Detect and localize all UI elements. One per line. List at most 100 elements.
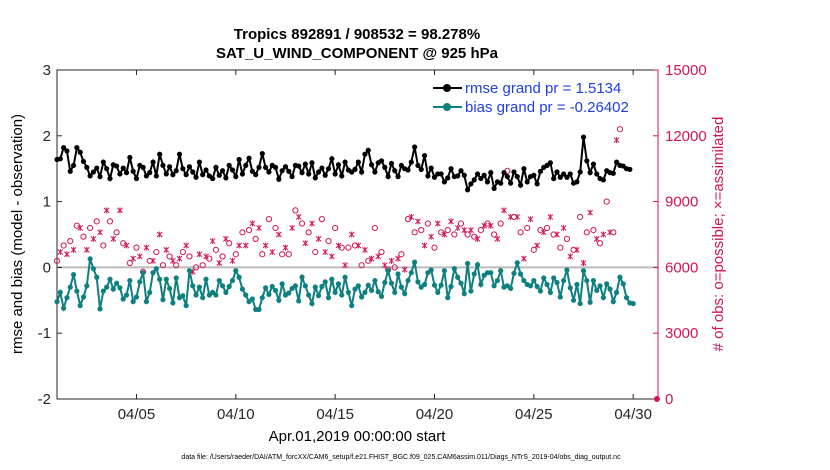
- obs-possible-marker: [265, 216, 273, 223]
- bias-point: [61, 305, 67, 311]
- rmse-point: [160, 162, 166, 169]
- rmse-point: [567, 171, 573, 177]
- obs-assimilated-marker: [567, 253, 574, 260]
- rmse-point: [547, 160, 553, 166]
- bias-point: [590, 277, 597, 284]
- obs-assimilated-marker: [388, 257, 395, 264]
- bias-point: [455, 274, 461, 280]
- bias-point: [97, 306, 103, 312]
- bias-point: [372, 277, 378, 284]
- bias-point: [107, 276, 113, 282]
- bias-point: [600, 295, 606, 301]
- rmse-point: [580, 134, 587, 140]
- y-right-tick-label: 0: [665, 391, 673, 408]
- bias-point: [438, 282, 444, 288]
- rmse-point: [587, 170, 593, 176]
- rmse-point: [362, 151, 368, 157]
- rmse-point: [272, 164, 279, 170]
- obs-assimilated-marker: [574, 246, 580, 253]
- y-right-tick-label: 3000: [665, 325, 698, 342]
- bias-point: [286, 290, 292, 296]
- bias-point: [441, 268, 448, 274]
- rmse-point: [405, 167, 411, 173]
- rmse-point: [342, 159, 348, 165]
- bias-point: [345, 289, 351, 296]
- rmse-point: [339, 173, 345, 179]
- bias-point: [488, 270, 494, 276]
- bias-point: [183, 302, 189, 309]
- obs-assimilated-marker: [203, 253, 209, 260]
- rmse-point: [249, 168, 255, 174]
- rmse-point: [186, 164, 193, 170]
- bias-point: [312, 284, 318, 290]
- rmse-point: [428, 165, 434, 171]
- obs-possible-marker: [391, 264, 398, 271]
- obs-possible-marker: [351, 242, 359, 249]
- obs-possible-marker: [497, 220, 504, 227]
- obs-assimilated-marker: [289, 224, 295, 231]
- legend-bias-label: bias grand pr = -0.26402: [465, 99, 629, 116]
- bias-point: [544, 281, 550, 288]
- rmse-point: [236, 156, 242, 163]
- y-left-tick-label: -1: [38, 325, 51, 342]
- obs-assimilated-marker: [57, 249, 64, 256]
- obs-possible-marker: [484, 220, 491, 227]
- rmse-point: [471, 177, 477, 183]
- bias-point: [630, 300, 636, 307]
- obs-possible-marker: [206, 255, 213, 262]
- x-tick-label: 04/20: [416, 406, 454, 423]
- obs-possible-marker: [603, 198, 610, 205]
- bias-point: [110, 286, 116, 292]
- bias-point: [229, 277, 236, 284]
- obs-possible-marker: [338, 244, 345, 251]
- rmse-point: [104, 166, 110, 172]
- rmse-point: [190, 169, 196, 175]
- y-right-tick-label: 12000: [665, 128, 707, 145]
- rmse-point: [600, 177, 606, 183]
- bias-point: [587, 299, 593, 305]
- obs-assimilated-marker: [461, 227, 468, 234]
- bias-point: [332, 289, 338, 296]
- x-tick-label: 04/10: [217, 406, 255, 423]
- legend-bias-marker: [443, 103, 451, 111]
- bias-point: [306, 292, 312, 298]
- bias-point: [70, 272, 77, 278]
- obs-possible-marker: [411, 229, 418, 236]
- bias-point: [620, 281, 626, 287]
- rmse-point: [246, 155, 252, 161]
- obs-assimilated-marker: [395, 255, 401, 262]
- bias-point: [541, 275, 547, 281]
- bias-point: [359, 294, 365, 300]
- obs-assimilated-marker: [322, 249, 329, 256]
- bias-point: [547, 289, 553, 296]
- bias-point: [236, 274, 242, 280]
- bias-point: [94, 274, 100, 280]
- obs-assimilated-marker: [163, 246, 170, 253]
- rmse-point: [309, 160, 315, 166]
- obs-possible-marker: [60, 242, 67, 249]
- bias-point: [219, 283, 226, 289]
- bias-point: [368, 287, 375, 294]
- rmse-point: [484, 179, 491, 185]
- rmse-point: [554, 169, 560, 175]
- obs-possible-marker: [252, 235, 259, 242]
- bias-point: [302, 283, 308, 289]
- bias-point: [153, 266, 159, 272]
- bias-point: [514, 260, 520, 266]
- obs-assimilated-marker: [613, 137, 620, 144]
- rmse-point: [590, 161, 597, 167]
- obs-assimilated-marker: [534, 242, 540, 249]
- obs-assimilated-marker: [309, 220, 315, 227]
- rmse-point: [143, 173, 150, 179]
- obs-possible-marker: [179, 248, 186, 256]
- obs-assimilated-marker: [580, 260, 587, 267]
- rmse-point: [521, 166, 527, 172]
- rmse-point: [150, 159, 156, 165]
- bias-point: [349, 302, 355, 309]
- bias-point: [180, 293, 186, 299]
- rmse-point: [114, 163, 120, 169]
- legend-rmse-marker: [443, 84, 451, 92]
- obs-assimilated-marker: [269, 249, 276, 256]
- obs-possible-marker: [431, 244, 438, 251]
- bias-point: [378, 293, 385, 299]
